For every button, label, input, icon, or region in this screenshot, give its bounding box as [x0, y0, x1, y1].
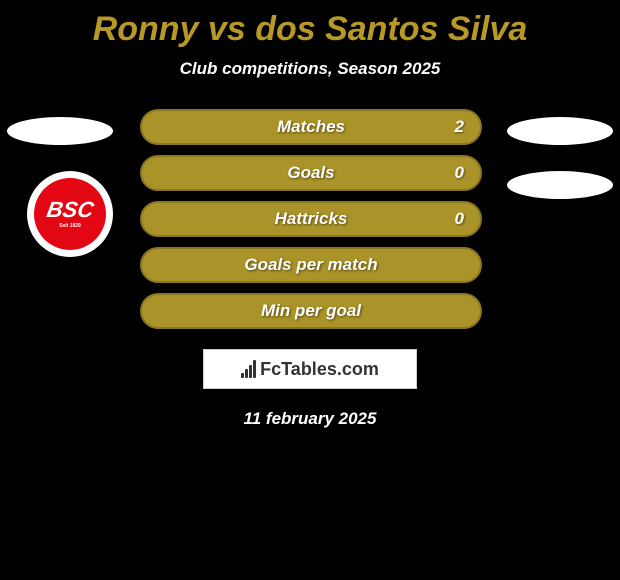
club-badge: BSC Seit 1929	[27, 171, 113, 257]
stat-label: Goals	[287, 163, 334, 183]
page-subtitle: Club competitions, Season 2025	[0, 59, 620, 79]
club-badge-inner: BSC Seit 1929	[34, 178, 106, 250]
main-layout: BSC Seit 1929 Matches 2 Goals 0 Hattrick…	[0, 109, 620, 429]
player-right-placeholder	[507, 117, 613, 145]
stat-row-goals-per-match: Goals per match	[140, 247, 482, 283]
stat-label: Hattricks	[275, 209, 348, 229]
brand-box[interactable]: FcTables.com	[203, 349, 417, 389]
stat-label: Goals per match	[244, 255, 377, 275]
brand-text: FcTables.com	[260, 359, 379, 380]
date-line: 11 february 2025	[0, 409, 620, 429]
chart-icon	[241, 360, 256, 378]
stat-label: Matches	[277, 117, 345, 137]
stat-row-goals: Goals 0	[140, 155, 482, 191]
stat-rows: Matches 2 Goals 0 Hattricks 0 Goals per …	[140, 109, 482, 329]
stat-row-matches: Matches 2	[140, 109, 482, 145]
club-badge-since: Seit 1929	[59, 224, 81, 230]
club-badge-bsc: BSC	[45, 198, 96, 222]
player-right-placeholder-2	[507, 171, 613, 199]
stat-label: Min per goal	[261, 301, 361, 321]
stat-value: 0	[455, 163, 464, 183]
stat-value: 0	[455, 209, 464, 229]
player-left-placeholder	[7, 117, 113, 145]
stat-row-min-per-goal: Min per goal	[140, 293, 482, 329]
stat-row-hattricks: Hattricks 0	[140, 201, 482, 237]
stat-value: 2	[455, 117, 464, 137]
page-title: Ronny vs dos Santos Silva	[0, 0, 620, 49]
